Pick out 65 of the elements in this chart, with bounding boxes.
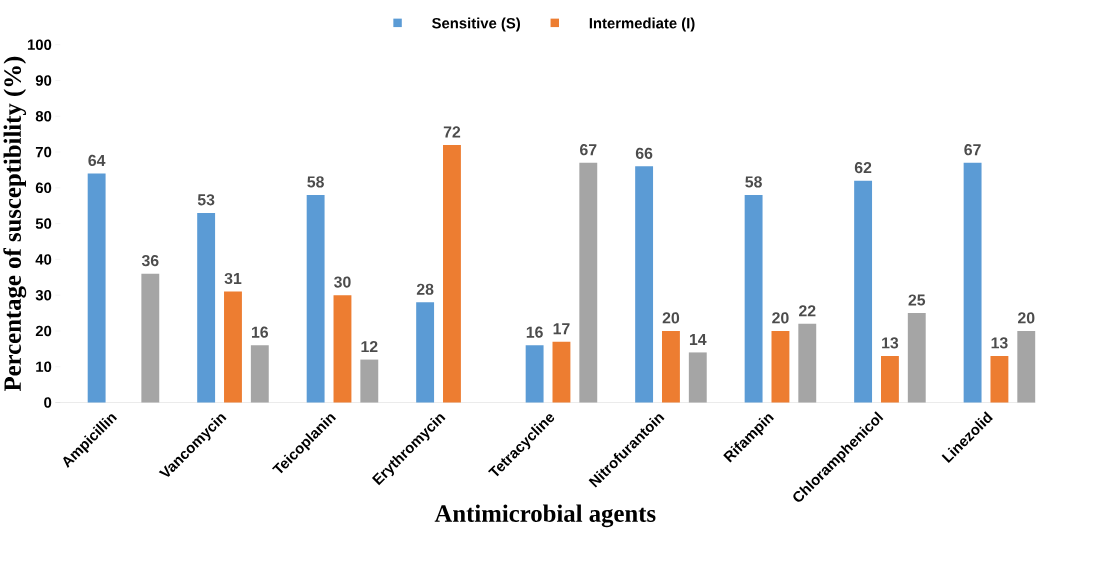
data-label: 22 [799,305,816,317]
bar [880,355,899,403]
y-tick-label: 60 [35,182,52,193]
data-label: 13 [882,337,899,349]
data-label: 66 [635,147,653,159]
bar [963,162,982,403]
bar [443,144,461,403]
x-axis-title: Antimicrobial agents [434,504,656,527]
data-label: 58 [745,176,762,188]
bar [360,359,379,403]
bar [250,345,269,403]
bar [744,194,763,403]
data-label: 20 [662,312,680,324]
data-label: 25 [908,294,926,306]
bar [552,341,571,403]
data-label: 58 [307,176,324,188]
data-label: 20 [1017,312,1035,324]
data-label: 12 [361,340,378,352]
y-tick-label: 80 [35,110,52,122]
data-label: 67 [964,143,981,156]
legend-label: Intermediate (I) [589,17,695,32]
bar [1017,330,1036,403]
bar [990,355,1009,403]
data-label: 14 [689,333,707,345]
data-label: 64 [88,154,106,166]
data-label: 62 [854,161,872,173]
bar [688,352,707,403]
bar [635,166,654,403]
bar [141,273,160,403]
y-tick-label: 90 [35,75,52,86]
data-label: 16 [251,326,269,338]
y-tick-label: 20 [35,325,52,336]
legend-label: Sensitive (S) [432,17,520,32]
bar [197,212,216,403]
y-tick-label: 40 [35,253,52,265]
data-label: 36 [141,254,159,266]
y-tick-label: 50 [35,218,52,229]
data-label: 28 [416,283,434,295]
bar [854,180,873,403]
bar [662,330,680,403]
bar [907,312,926,403]
bar [416,302,435,403]
data-label: 20 [772,312,789,324]
bar [87,173,106,403]
y-tick-label: 70 [35,146,52,158]
y-tick-label: 100 [27,39,52,50]
bar [333,294,352,403]
data-label: 67 [580,143,597,156]
bar [798,323,817,403]
y-axis-title: Percentage of susceptibility (%) [3,56,27,391]
data-label: 17 [553,323,570,334]
y-tick-label: 10 [36,361,52,372]
y-tick-label: 30 [35,289,52,301]
bar [224,291,242,403]
y-tick-label: 0 [44,397,52,408]
data-label: 30 [334,276,351,288]
bar [579,162,598,403]
data-label: 13 [991,337,1008,349]
bar [771,330,790,403]
bar [306,194,325,403]
data-label: 72 [443,126,461,138]
bar [525,345,544,403]
data-label: 16 [526,326,543,338]
data-label: 53 [197,193,215,206]
data-label: 31 [224,272,242,284]
